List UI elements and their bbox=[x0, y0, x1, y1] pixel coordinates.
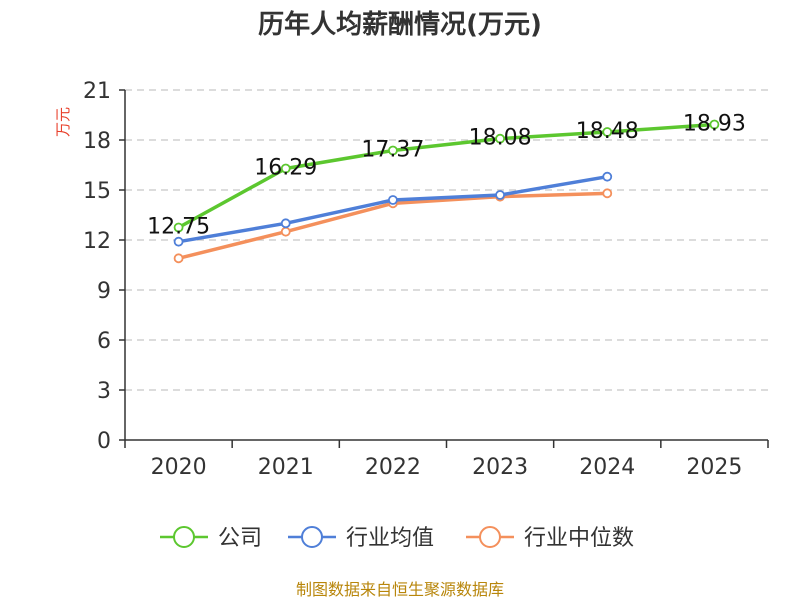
x-tick-label: 2020 bbox=[151, 455, 207, 480]
data-point[interactable] bbox=[495, 133, 505, 144]
data-point[interactable] bbox=[280, 218, 291, 229]
data-point[interactable] bbox=[602, 127, 613, 137]
series-line-1 bbox=[178, 174, 608, 244]
legend-label: 公司 bbox=[218, 526, 262, 551]
y-tick-label: 6 bbox=[97, 329, 111, 354]
y-tick-label: 9 bbox=[97, 279, 111, 304]
data-point[interactable] bbox=[173, 236, 184, 247]
data-point[interactable] bbox=[602, 188, 613, 199]
grid-layer bbox=[125, 89, 768, 391]
x-tick-label: 2023 bbox=[472, 455, 528, 480]
legend-item[interactable]: 行业中位数 bbox=[466, 526, 634, 551]
data-point[interactable] bbox=[602, 171, 613, 182]
y-tick-label: 3 bbox=[97, 379, 111, 404]
y-tick-label: 15 bbox=[83, 179, 111, 204]
legend-item[interactable]: 公司 bbox=[160, 526, 262, 551]
y-axis-label: 万元 bbox=[54, 107, 72, 137]
y-tick-label: 0 bbox=[97, 429, 111, 454]
data-label: 17.37 bbox=[361, 138, 424, 163]
chart-title: 历年人均薪酬情况(万元) bbox=[258, 9, 542, 40]
x-tick-label: 2024 bbox=[579, 455, 635, 480]
data-label: 16.29 bbox=[254, 156, 317, 181]
series-layer bbox=[173, 119, 720, 264]
data-label-layer: 12.75 16.29 17.37 18.08 18.48 18.93 bbox=[147, 112, 746, 240]
data-point[interactable] bbox=[173, 253, 184, 264]
x-tick-label: 2022 bbox=[365, 455, 421, 480]
y-tick-label: 18 bbox=[83, 129, 111, 154]
axis-layer: 0 3 6 9 12 15 18 21 2020 2021 2022 2023 2024 2025 bbox=[83, 79, 769, 480]
series-line-0 bbox=[177, 122, 715, 230]
legend-marker bbox=[173, 526, 195, 548]
x-tick-label: 2025 bbox=[686, 455, 742, 480]
legend-label: 行业均值 bbox=[346, 526, 434, 551]
legend-item[interactable]: 行业均值 bbox=[288, 526, 434, 551]
data-label: 18.08 bbox=[469, 126, 532, 151]
data-label: 12.75 bbox=[147, 215, 210, 240]
data-point[interactable] bbox=[280, 163, 291, 174]
data-point[interactable] bbox=[495, 190, 505, 200]
data-point[interactable] bbox=[173, 222, 184, 233]
source-note: 制图数据来自恒生聚源数据库 bbox=[296, 580, 504, 599]
data-label: 18.48 bbox=[576, 119, 639, 144]
data-point[interactable] bbox=[709, 119, 720, 130]
data-point[interactable] bbox=[388, 195, 398, 205]
y-tick-label: 21 bbox=[83, 79, 111, 104]
legend-label: 行业中位数 bbox=[524, 526, 634, 551]
legend-marker bbox=[479, 526, 501, 548]
y-tick-label: 12 bbox=[83, 229, 111, 254]
x-tick-label: 2021 bbox=[258, 455, 314, 480]
legend-marker bbox=[301, 526, 323, 548]
data-point[interactable] bbox=[280, 226, 291, 237]
legend: 公司 行业均值 行业中位数 bbox=[160, 526, 634, 551]
data-point[interactable] bbox=[388, 145, 398, 156]
data-label: 18.93 bbox=[683, 112, 746, 137]
